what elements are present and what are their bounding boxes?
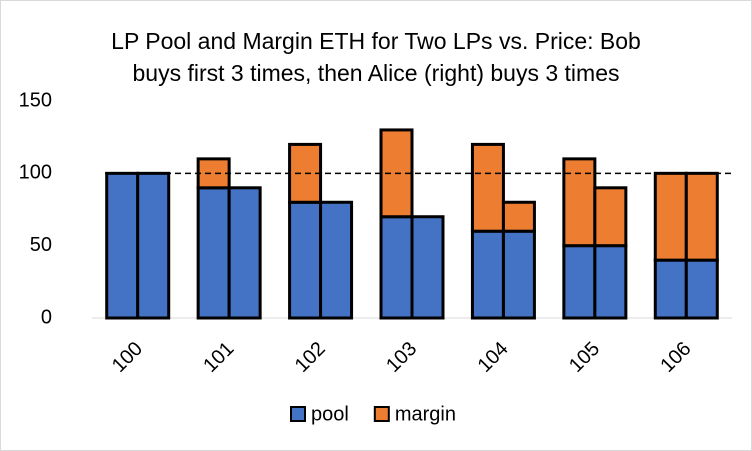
bar-segment [653,258,688,320]
bar-segment [684,171,719,262]
bar-segment [319,200,354,320]
y-tick-label: 0 [41,306,52,328]
legend-label: pool [311,403,349,425]
y-tick-label: 50 [30,234,52,256]
bar-segment [196,186,231,320]
bar-segment [136,171,171,320]
bar-segment [410,215,445,320]
chart-title: LP Pool and Margin ETH for Two LPs vs. P… [111,28,641,54]
legend-label: margin [395,403,456,425]
bar-segment [105,171,140,320]
y-tick-label: 100 [19,162,52,184]
bar-segment [593,186,628,248]
bar-segment [501,200,536,233]
bar-segment [562,157,597,248]
chart-title: buys first 3 times, then Alice (right) b… [132,60,619,86]
bar-segment [562,244,597,320]
y-tick-label: 150 [19,89,52,111]
legend-swatch [373,406,390,422]
bar-segment [653,171,688,262]
bar-segment [379,215,414,320]
bar-segment [501,229,536,320]
bar-segment [196,157,231,190]
bar-segment [470,229,505,320]
bar-segment [684,258,719,320]
legend-swatch [290,406,306,422]
bar-segment [227,186,262,320]
bar-segment [593,244,628,320]
bar-segment [288,200,323,320]
bar-segment [470,142,505,233]
